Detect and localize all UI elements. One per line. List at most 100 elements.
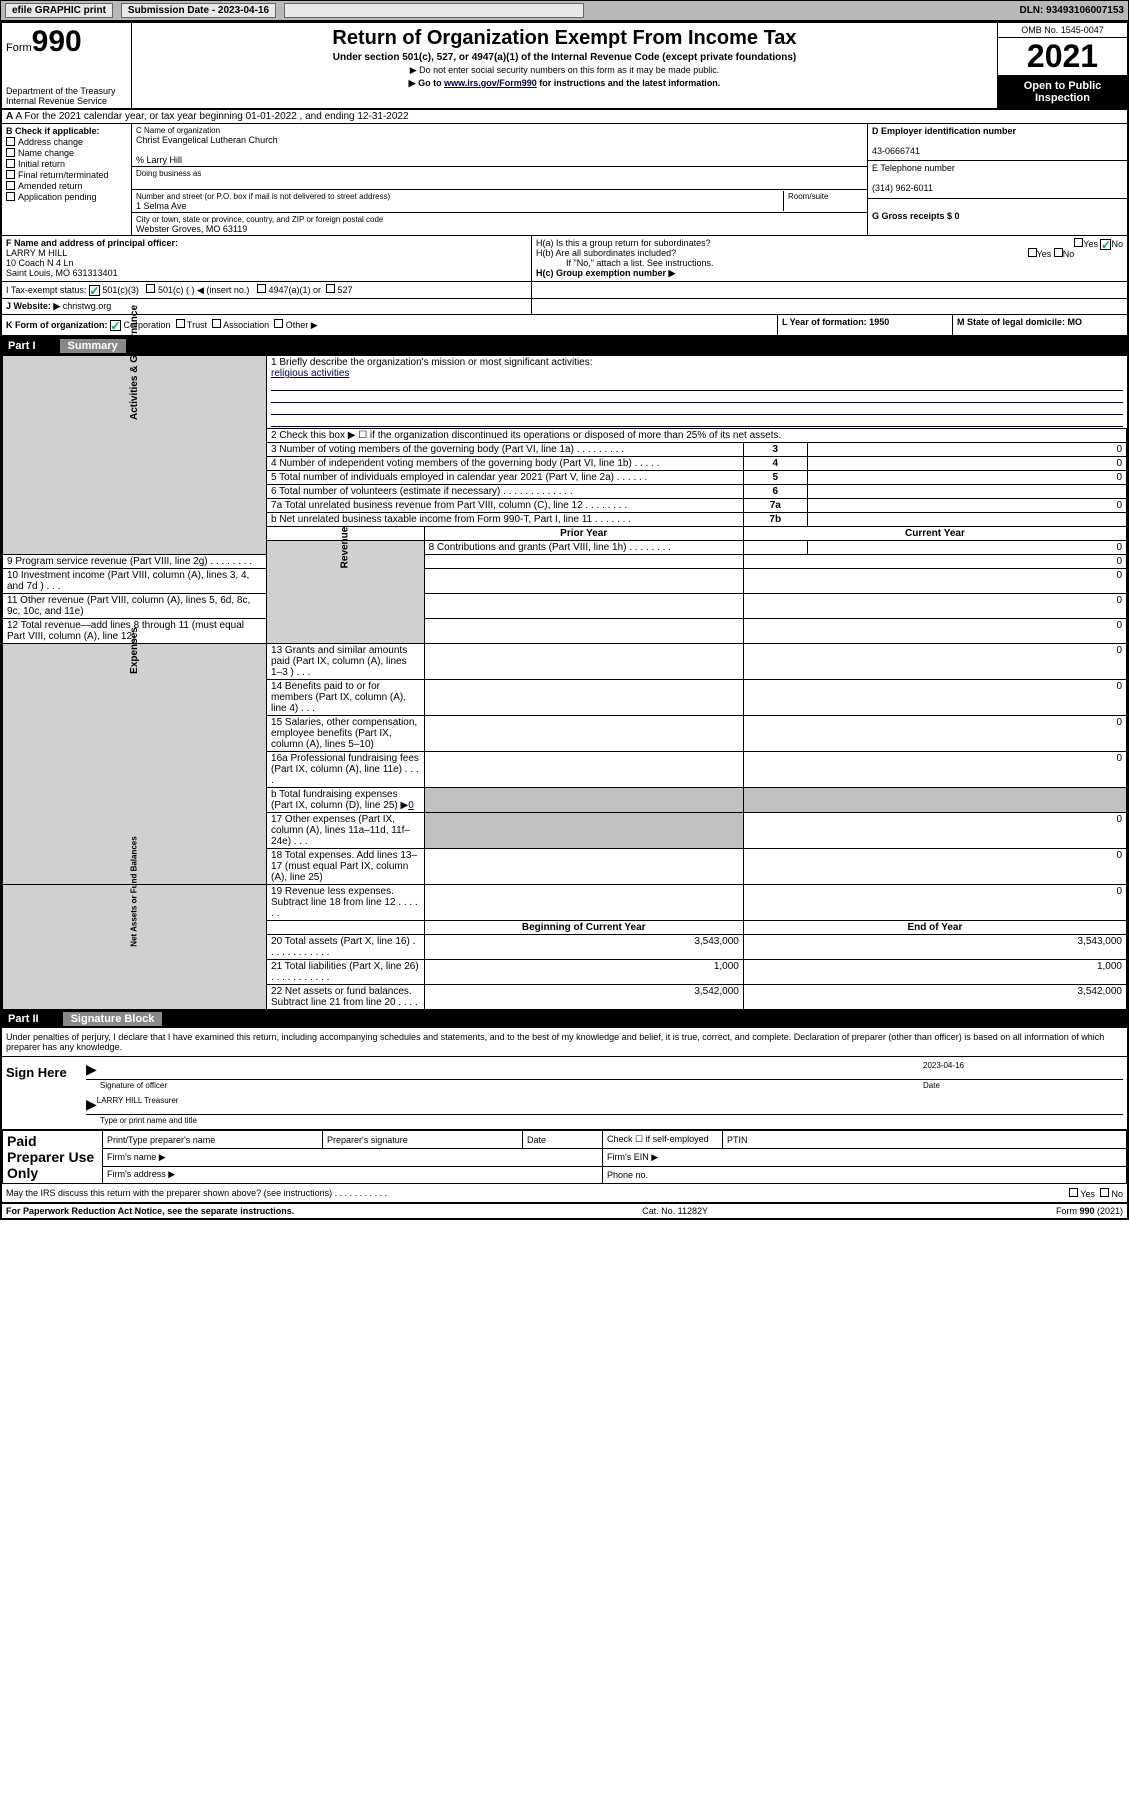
line-14-current: 0 [743, 680, 1126, 716]
preparer-sig-label: Preparer's signature [323, 1131, 523, 1149]
checkbox-501c3[interactable] [89, 285, 100, 296]
city-label: City or town, state or province, country… [136, 215, 383, 224]
line-3: 3 Number of voting members of the govern… [267, 443, 744, 457]
signer-name: LARRY HILL Treasurer [97, 1096, 1123, 1113]
line-6: 6 Total number of volunteers (estimate i… [267, 485, 744, 499]
line-12-current: 0 [743, 619, 1126, 644]
checkbox-address-change[interactable] [6, 137, 15, 146]
line-7b-value [807, 513, 1126, 527]
date-label: Date [923, 1081, 1123, 1094]
form-number: Form990 [6, 25, 127, 59]
line-8: 8 Contributions and grants (Part VIII, l… [424, 541, 743, 555]
checkbox-amended[interactable] [6, 181, 15, 190]
checkbox-discuss-yes[interactable] [1069, 1188, 1078, 1197]
prior-year-header: Prior Year [424, 527, 743, 541]
checkbox-ha-yes[interactable] [1074, 238, 1083, 247]
summary-table: Activities & Governance 1 Briefly descri… [2, 355, 1127, 1010]
checkbox-discuss-no[interactable] [1100, 1188, 1109, 1197]
row-a-tax-year: A A For the 2021 calendar year, or tax y… [2, 110, 1127, 124]
paid-preparer-label: Paid Preparer Use Only [3, 1131, 103, 1184]
vtab-netassets: Net Assets or Fund Balances [130, 837, 139, 947]
row-k: K Form of organization: Corporation Trus… [2, 315, 777, 335]
line-2: 2 Check this box ▶ ☐ if the organization… [267, 429, 1127, 443]
line-22-current: 3,542,000 [743, 985, 1126, 1010]
topbar: efile GRAPHIC print Submission Date - 20… [0, 0, 1129, 21]
line-16a: 16a Professional fundraising fees (Part … [267, 752, 425, 788]
sig-officer-label: Signature of officer [86, 1081, 923, 1094]
line-3-value: 0 [807, 443, 1126, 457]
preparer-name-label: Print/Type preparer's name [103, 1131, 323, 1149]
efile-print-button[interactable]: efile GRAPHIC print [5, 3, 113, 18]
submission-date-button[interactable]: Submission Date - 2023-04-16 [121, 3, 276, 18]
firm-ein-label: Firm's EIN ▶ [603, 1148, 1127, 1166]
checkbox-527[interactable] [326, 284, 335, 293]
form-header: Form990 Department of the Treasury Inter… [2, 23, 1127, 110]
checkbox-corp[interactable] [110, 320, 121, 331]
phone-label: E Telephone number [872, 163, 955, 173]
addr-label: Number and street (or P.O. box if mail i… [136, 192, 390, 201]
line-7a-value: 0 [807, 499, 1126, 513]
form-note-2: ▶ Go to www.irs.gov/Form990 for instruct… [140, 78, 989, 89]
preparer-date-label: Date [523, 1131, 603, 1149]
checkbox-app-pending[interactable] [6, 192, 15, 201]
line-19: 19 Revenue less expenses. Subtract line … [267, 885, 425, 921]
checkbox-501c[interactable] [146, 284, 155, 293]
firm-name-label: Firm's name ▶ [103, 1148, 603, 1166]
officer-addr1: 10 Coach N 4 Ln [6, 258, 74, 268]
paid-preparer-table: Paid Preparer Use Only Print/Type prepar… [2, 1130, 1127, 1184]
line-18-current: 0 [743, 849, 1126, 885]
irs-link[interactable]: www.irs.gov/Form990 [444, 78, 537, 88]
checkbox-final-return[interactable] [6, 170, 15, 179]
line-7b: b Net unrelated business taxable income … [267, 513, 744, 527]
vtab-governance: Activities & Governance [129, 305, 140, 420]
begin-year-header: Beginning of Current Year [424, 921, 743, 935]
dept-label: Department of the Treasury Internal Reve… [6, 86, 127, 106]
line-8-current: 0 [807, 541, 1126, 555]
form-990: Form990 Department of the Treasury Inter… [0, 21, 1129, 1220]
row-l: L Year of formation: 1950 [777, 315, 952, 335]
line-11-current: 0 [743, 594, 1126, 619]
blank-button[interactable] [284, 3, 584, 18]
street-address: 1 Selma Ave [136, 201, 186, 211]
box-h: H(a) Is this a group return for subordin… [532, 236, 1127, 281]
line-1-value: religious activities [271, 368, 1122, 379]
line-19-current: 0 [743, 885, 1126, 921]
line-10-current: 0 [743, 569, 1126, 594]
omb-number: OMB No. 1545-0047 [998, 23, 1127, 38]
box-b: B Check if applicable: Address change Na… [2, 124, 132, 235]
line-4-value: 0 [807, 457, 1126, 471]
checkbox-other[interactable] [274, 319, 283, 328]
line-16a-current: 0 [743, 752, 1126, 788]
phone-value: (314) 962-6011 [872, 183, 933, 193]
checkbox-hb-yes[interactable] [1028, 248, 1037, 257]
website-value: christwg.org [63, 301, 112, 311]
line-13: 13 Grants and similar amounts paid (Part… [267, 644, 425, 680]
part-1-header: Part ISummary [2, 337, 1127, 355]
line-14: 14 Benefits paid to or for members (Part… [267, 680, 425, 716]
type-name-label: Type or print name and title [86, 1116, 1123, 1125]
firm-addr-label: Firm's address ▶ [103, 1166, 603, 1184]
officer-name: LARRY M HILL [6, 248, 67, 258]
care-of: % Larry Hill [136, 155, 182, 165]
checkbox-name-change[interactable] [6, 148, 15, 157]
tax-year: 2021 [998, 38, 1127, 76]
line-1-label: 1 Briefly describe the organization's mi… [271, 357, 1122, 368]
declaration-text: Under penalties of perjury, I declare th… [2, 1028, 1127, 1056]
checkbox-hb-no[interactable] [1054, 248, 1063, 257]
room-label: Room/suite [788, 192, 828, 201]
line-20: 20 Total assets (Part X, line 16) . . . … [267, 935, 425, 960]
checkbox-4947[interactable] [257, 284, 266, 293]
footer-mid: Cat. No. 11282Y [642, 1206, 708, 1216]
checkbox-trust[interactable] [176, 319, 185, 328]
line-16b: b Total fundraising expenses (Part IX, c… [267, 788, 425, 813]
line-21-prior: 1,000 [424, 960, 743, 985]
officer-addr2: Saint Louis, MO 631313401 [6, 268, 118, 278]
checkbox-ha-no[interactable] [1100, 239, 1111, 250]
footer: For Paperwork Reduction Act Notice, see … [2, 1204, 1127, 1218]
form-note-1: ▶ Do not enter social security numbers o… [140, 65, 989, 76]
line-17-current: 0 [743, 813, 1126, 849]
org-name-label: C Name of organization [136, 126, 220, 135]
checkbox-initial-return[interactable] [6, 159, 15, 168]
ein-label: D Employer identification number [872, 126, 1016, 136]
checkbox-assoc[interactable] [212, 319, 221, 328]
